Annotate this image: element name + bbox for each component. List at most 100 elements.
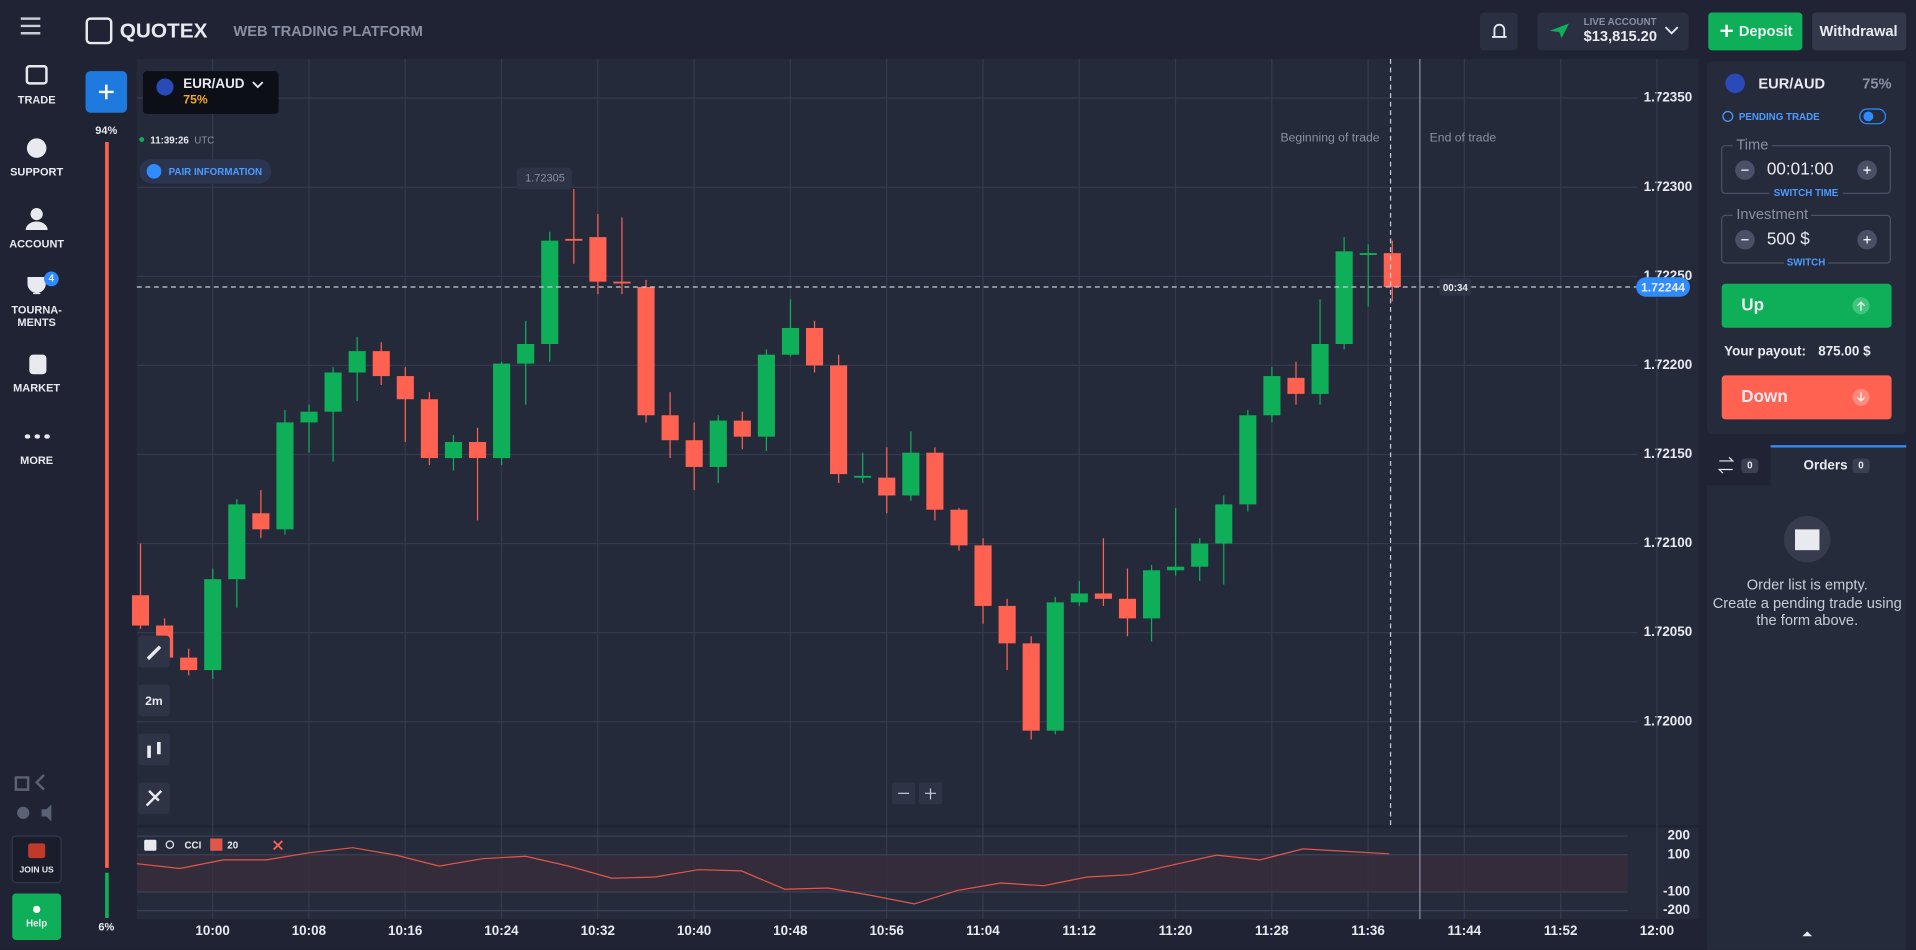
- chevron: [1664, 26, 1679, 35]
- x-tick-label: 10:24: [484, 923, 519, 938]
- candle-body: [1143, 570, 1161, 619]
- down-button[interactable]: [1721, 375, 1892, 420]
- candle-body: [830, 365, 848, 475]
- x-tick-label: 10:16: [388, 923, 422, 938]
- trade-card: [1707, 61, 1907, 435]
- cci-color[interactable]: [210, 838, 223, 851]
- clock: 11:39:26: [150, 135, 189, 146]
- switch[interactable]: SWITCH: [1787, 258, 1826, 269]
- x-tick-label: 11:52: [1544, 923, 1578, 938]
- sound-icon[interactable]: [41, 804, 52, 822]
- candle-body: [589, 237, 607, 282]
- nav-more[interactable]: MORE: [20, 455, 53, 467]
- pencil-icon: [146, 645, 162, 661]
- nav-tournaments-2[interactable]: MENTS: [17, 317, 55, 329]
- candle-body: [1311, 344, 1329, 394]
- pair-info[interactable]: [139, 159, 272, 184]
- notifications[interactable]: [1479, 12, 1518, 51]
- sentiment-down: 6%: [98, 922, 114, 934]
- orders-tab[interactable]: Orders: [1804, 457, 1848, 472]
- field-gap: [1732, 208, 1811, 223]
- cci-tick-label: -200: [1663, 902, 1690, 917]
- indicator-icon: [145, 790, 163, 807]
- tools[interactable]: [14, 774, 45, 791]
- cci-tick-label: 200: [1668, 828, 1690, 843]
- nav-market[interactable]: MARKET: [13, 383, 60, 395]
- collapse-icon[interactable]: [144, 839, 157, 851]
- help-dot: [32, 905, 41, 914]
- nav-account[interactable]: ACCOUNT: [9, 239, 64, 251]
- settings-icon[interactable]: [17, 806, 30, 819]
- candle-body: [252, 513, 270, 530]
- candle-body: [661, 415, 679, 441]
- candle-body: [1191, 543, 1209, 567]
- plus-icon: [1863, 166, 1871, 174]
- account-switch[interactable]: [1537, 12, 1689, 51]
- logo-icon: [85, 17, 113, 45]
- trades-tab[interactable]: [1707, 446, 1771, 486]
- eye-icon[interactable]: [165, 840, 175, 849]
- asset-chip[interactable]: [142, 71, 279, 114]
- chevron: [252, 81, 264, 89]
- trade-panel: EUR/AUD 75% PENDING TRADE Time 00:01:00 …: [1707, 61, 1907, 435]
- sentiment-red: [105, 142, 109, 868]
- nav-tournaments[interactable]: TOURNA-: [11, 305, 62, 317]
- trade-end: End of trade: [1430, 131, 1497, 145]
- empty-line-1: Order list is empty.: [1747, 577, 1868, 593]
- up-button[interactable]: [1721, 283, 1892, 328]
- expand-icon[interactable]: [1802, 931, 1813, 937]
- candle-body: [950, 509, 968, 546]
- empty-line-3: the form above.: [1756, 613, 1858, 629]
- panel-pair: EUR/AUD: [1758, 76, 1825, 92]
- investment-value: 500 $: [1767, 229, 1810, 248]
- x-tick-label: 11:44: [1448, 923, 1482, 938]
- join-button[interactable]: [11, 835, 62, 884]
- pending-icon: [1722, 110, 1734, 122]
- countdown: 00:34: [1443, 283, 1469, 294]
- up-label: Up: [1741, 295, 1764, 314]
- cci-name: CCI: [185, 840, 202, 851]
- menu-icon[interactable]: [20, 17, 41, 35]
- candle-body: [420, 399, 438, 459]
- x-tick-label: 10:56: [869, 923, 903, 938]
- candle-body: [733, 420, 751, 437]
- pending-toggle[interactable]: [1859, 108, 1887, 125]
- candle-body: [1167, 566, 1185, 571]
- x-tick-label: 11:28: [1255, 923, 1289, 938]
- orders-panel: 0 Orders 0 Order list is empty. Create a…: [1707, 445, 1907, 950]
- chart-type-button[interactable]: [138, 733, 170, 766]
- candle-body: [204, 579, 222, 671]
- candle-body: [541, 240, 559, 345]
- live-dot: [139, 137, 145, 143]
- price-marker: 1.72305: [525, 173, 565, 185]
- timeframe-button[interactable]: [138, 684, 170, 717]
- trophy-icon: [27, 277, 46, 295]
- box-icon: [1795, 529, 1820, 551]
- deposit-button[interactable]: [1708, 12, 1803, 51]
- candle-body: [372, 351, 390, 377]
- brand: QUOTEX: [120, 20, 208, 43]
- candle-body: [1359, 253, 1377, 255]
- help-button[interactable]: [12, 893, 62, 940]
- sentiment-up: 94%: [95, 125, 117, 137]
- candle-body: [276, 422, 294, 530]
- x-tick-label: 11:36: [1351, 923, 1385, 938]
- y-tick-label: 1.72150: [1644, 446, 1693, 461]
- candle-body: [565, 238, 583, 241]
- help-label: Help: [26, 919, 47, 930]
- candle-body: [878, 477, 896, 496]
- candle-body: [228, 504, 246, 580]
- nav-trade[interactable]: TRADE: [18, 94, 56, 106]
- withdrawal-button[interactable]: [1812, 12, 1907, 51]
- candle-body: [1046, 602, 1064, 731]
- switch-time[interactable]: SWITCH TIME: [1774, 188, 1839, 199]
- arrow-down: [1856, 392, 1866, 402]
- candle-body: [1094, 593, 1112, 599]
- nav-support[interactable]: SUPPORT: [10, 166, 63, 178]
- candle-body: [468, 442, 487, 459]
- swap-icon: [1717, 456, 1735, 474]
- remove-icon[interactable]: [273, 840, 283, 851]
- candle-body: [1335, 251, 1353, 345]
- candle-body: [444, 442, 463, 459]
- candle-body: [300, 411, 318, 423]
